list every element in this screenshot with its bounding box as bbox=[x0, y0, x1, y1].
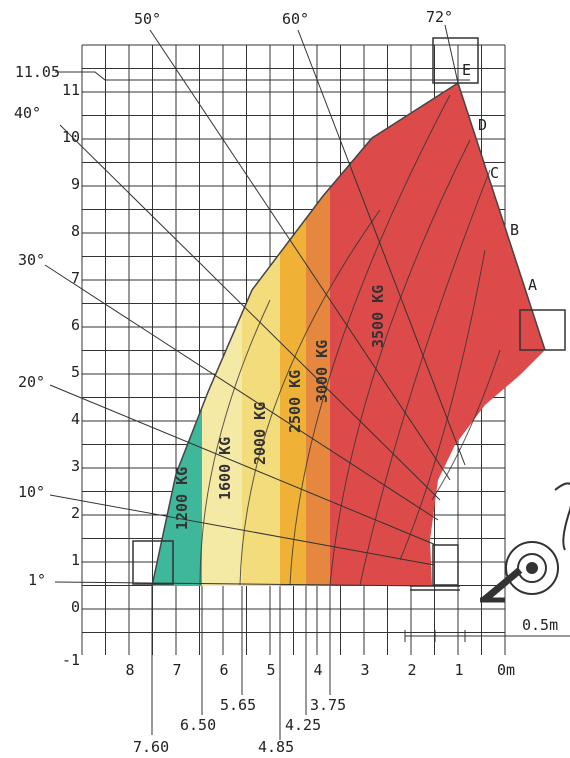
point-c: C bbox=[490, 164, 499, 182]
x-tick: 7 bbox=[172, 661, 181, 679]
zone-1600 bbox=[202, 83, 242, 586]
y-tick: 7 bbox=[71, 269, 80, 287]
max-height-label: 11.05 bbox=[15, 63, 60, 81]
y-tick: 2 bbox=[71, 504, 80, 522]
y-tick: 0 bbox=[71, 598, 80, 616]
zone-1200 bbox=[152, 83, 202, 586]
y-tick: 8 bbox=[71, 222, 80, 240]
angle-label-40: 40° bbox=[14, 104, 41, 122]
x-tick: 2 bbox=[407, 661, 416, 679]
max-height-leader bbox=[55, 71, 470, 81]
zone-labels: 1200 KG 1600 KG 2000 KG 2500 KG 3000 KG … bbox=[173, 285, 387, 530]
x-tick: 6 bbox=[219, 661, 228, 679]
x-tick: 4 bbox=[313, 661, 322, 679]
boom-angle-lines bbox=[44, 24, 470, 587]
angle-line-1 bbox=[54, 581, 433, 587]
zone-label-1200: 1200 KG bbox=[173, 467, 191, 530]
reach-7-60: 7.60 bbox=[133, 738, 169, 756]
zone-label-2500: 2500 KG bbox=[286, 370, 304, 433]
y-tick: 6 bbox=[71, 316, 80, 334]
y-tick: 5 bbox=[71, 363, 80, 381]
machine-silhouette bbox=[480, 482, 570, 603]
angle-line-20 bbox=[49, 384, 437, 546]
envelope-outline bbox=[151, 81, 546, 587]
angle-label-20: 20° bbox=[18, 373, 45, 391]
angle-line-50 bbox=[149, 29, 451, 481]
angle-label-10: 10° bbox=[18, 483, 45, 501]
angle-line-72 bbox=[444, 24, 459, 84]
reach-marks bbox=[151, 586, 331, 740]
reach-5-65: 5.65 bbox=[220, 696, 256, 714]
angle-label-72: 72° bbox=[426, 8, 453, 26]
angle-line-60 bbox=[297, 29, 466, 466]
x-tick: 0m bbox=[497, 661, 515, 679]
zone-3000 bbox=[306, 83, 330, 586]
point-d: D bbox=[478, 116, 487, 134]
reach-4-25: 4.25 bbox=[285, 716, 321, 734]
point-b: B bbox=[510, 221, 519, 239]
reach-3-75: 3.75 bbox=[310, 696, 346, 714]
angle-label-50: 50° bbox=[134, 10, 161, 28]
y-tick: 11 bbox=[62, 81, 80, 99]
zone-label-1600: 1600 KG bbox=[216, 437, 234, 500]
point-e: E bbox=[462, 61, 471, 79]
y-tick: -1 bbox=[62, 651, 80, 669]
extension-points: A B C D E bbox=[462, 61, 537, 294]
zone-label-2000: 2000 KG bbox=[251, 402, 269, 465]
reach-4-85: 4.85 bbox=[258, 738, 294, 756]
reach-labels: 7.60 6.50 5.65 4.85 4.25 3.75 bbox=[133, 696, 346, 756]
y-tick: 3 bbox=[71, 457, 80, 475]
angle-line-40 bbox=[59, 124, 441, 501]
scale-label: 0.5m bbox=[522, 616, 558, 634]
attachment-boxes bbox=[132, 37, 566, 591]
angle-label-60: 60° bbox=[282, 10, 309, 28]
reach-6-50: 6.50 bbox=[180, 716, 216, 734]
angle-line-30 bbox=[44, 264, 439, 521]
x-tick: 1 bbox=[454, 661, 463, 679]
y-tick: 9 bbox=[71, 175, 80, 193]
x-tick: 3 bbox=[360, 661, 369, 679]
point-a: A bbox=[528, 276, 537, 294]
y-tick: 10 bbox=[62, 128, 80, 146]
y-axis-labels: -1 0 1 2 3 4 5 6 7 8 9 10 11 11.05 bbox=[15, 63, 80, 669]
angle-line-10 bbox=[49, 494, 435, 566]
angle-label-30: 30° bbox=[18, 251, 45, 269]
angle-label-1: 1° bbox=[28, 571, 46, 589]
x-tick: 5 bbox=[266, 661, 275, 679]
scale-bar: 0.5m bbox=[404, 616, 570, 642]
x-axis-labels: 8 7 6 5 4 3 2 1 0m bbox=[125, 661, 515, 679]
zone-label-3500: 3500 KG bbox=[369, 285, 387, 348]
angle-labels: 72° 60° 50° 40° 30° 20° 10° 1° bbox=[14, 8, 453, 589]
x-tick: 8 bbox=[125, 661, 134, 679]
extension-arcs bbox=[199, 94, 501, 586]
y-tick: 1 bbox=[71, 551, 80, 569]
zone-label-3000: 3000 KG bbox=[313, 340, 331, 403]
y-tick: 4 bbox=[71, 410, 80, 428]
